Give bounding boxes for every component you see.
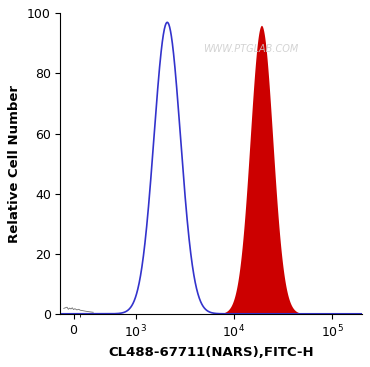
X-axis label: CL488-67711(NARS),FITC-H: CL488-67711(NARS),FITC-H bbox=[108, 346, 314, 359]
Text: WWW.PTGLAB.COM: WWW.PTGLAB.COM bbox=[203, 44, 298, 54]
Y-axis label: Relative Cell Number: Relative Cell Number bbox=[9, 84, 21, 243]
